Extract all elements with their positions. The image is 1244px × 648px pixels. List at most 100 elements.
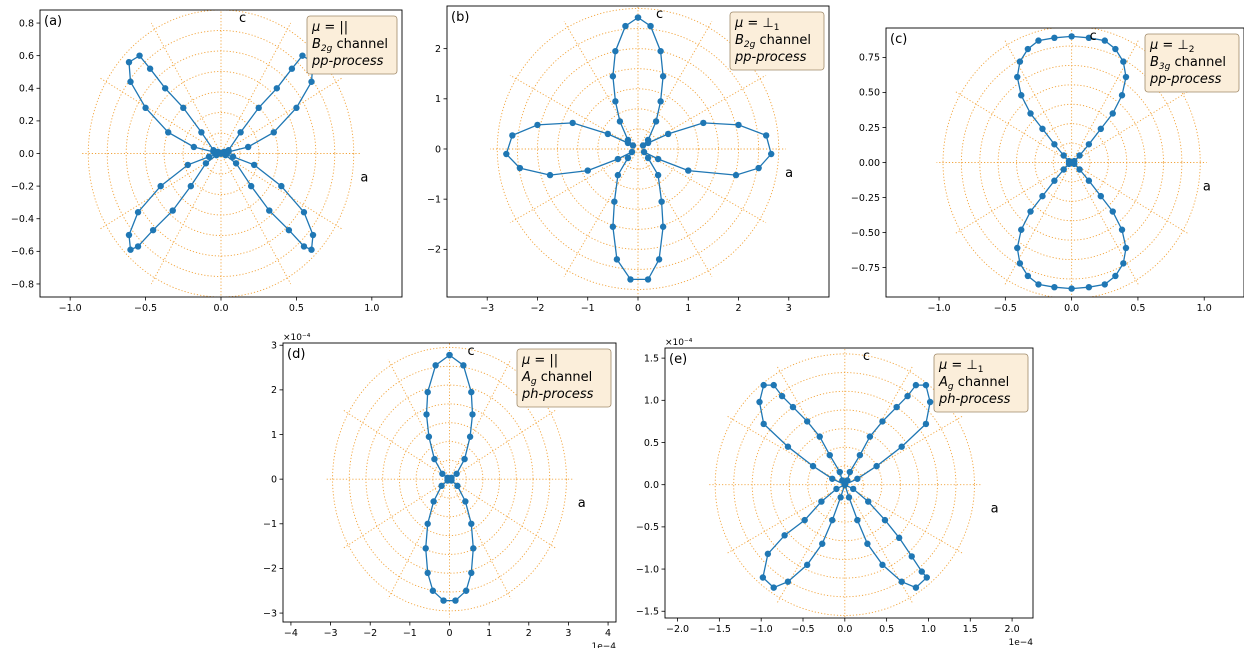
x-tick-label: 0.0 — [1064, 303, 1079, 314]
data-point — [136, 52, 143, 59]
y-multiplier: ×10⁻⁴ — [665, 338, 693, 348]
data-point — [816, 433, 823, 440]
data-point — [1101, 37, 1108, 44]
data-point — [127, 78, 134, 85]
grid-ring — [398, 422, 501, 537]
legend-line-2: Ag channel — [521, 370, 592, 387]
grid-ring — [144, 71, 298, 236]
data-point — [1085, 177, 1093, 184]
data-point — [654, 155, 662, 163]
legend-box — [729, 11, 825, 71]
data-point — [856, 451, 864, 459]
y-tick-label: −1 — [427, 194, 441, 205]
data-point — [829, 516, 836, 524]
data-point — [1101, 281, 1108, 288]
data-point — [1085, 34, 1093, 42]
data-point — [879, 561, 886, 569]
data-point — [425, 433, 433, 440]
y-tick-label: 0.0 — [19, 149, 34, 160]
grid-spoke — [100, 153, 222, 230]
x-multiplier: 1e−4 — [1008, 638, 1033, 648]
data-point — [879, 418, 886, 425]
data-point — [190, 143, 198, 151]
series-line — [505, 16, 772, 281]
data-point — [654, 171, 662, 179]
data-point — [1120, 58, 1127, 65]
data-point — [1024, 272, 1032, 280]
data-point — [470, 545, 477, 552]
y-tick-label: 0.2 — [19, 116, 34, 127]
data-point — [609, 223, 617, 230]
grid-spoke — [954, 90, 1072, 163]
data-point — [912, 381, 920, 389]
panel-label: (a) — [44, 14, 62, 29]
data-point — [864, 540, 871, 547]
data-point — [614, 155, 622, 163]
data-point — [836, 468, 843, 476]
x-tick-label: −0.5 — [994, 303, 1017, 314]
data-point — [735, 121, 742, 129]
grid-spoke — [509, 74, 639, 150]
legend-line-3: ph-process — [521, 387, 594, 402]
data-point — [1016, 58, 1024, 65]
grid-spoke — [509, 148, 639, 224]
data-point — [784, 578, 792, 585]
legend-line-1: μ = ⊥1 — [734, 16, 780, 33]
series-line — [425, 354, 474, 602]
y-tick-label: 1.0 — [644, 396, 659, 407]
legend-box — [933, 353, 1029, 413]
data-point — [300, 243, 308, 250]
data-point — [639, 142, 647, 149]
data-point — [895, 534, 903, 542]
data-point — [781, 532, 788, 539]
data-point — [898, 578, 905, 585]
data-point — [1051, 283, 1058, 291]
legend-line-3: ph-process — [938, 392, 1011, 407]
y-tick-label: 3 — [271, 341, 277, 352]
data-point — [655, 256, 663, 263]
x-tick-label: −0.5 — [134, 303, 157, 314]
data-point — [898, 443, 905, 450]
x-tick-label: 1.0 — [1197, 303, 1212, 314]
data-point — [468, 388, 475, 396]
grid-ring — [1034, 123, 1109, 202]
data-point — [309, 231, 317, 239]
x-tick-label: 0.5 — [289, 303, 304, 314]
data-point — [659, 73, 667, 80]
y-tick-label: 0.0 — [644, 480, 659, 491]
data-point — [424, 388, 431, 396]
data-point — [801, 516, 808, 524]
grid-spoke — [637, 74, 767, 150]
y-tick-label: 0.6 — [19, 51, 34, 62]
data-point — [700, 119, 707, 127]
data-point — [1014, 73, 1021, 81]
series-line — [758, 384, 931, 589]
grid-ring — [201, 132, 241, 175]
data-point — [922, 420, 930, 428]
data-point — [1085, 283, 1093, 291]
grid-ring — [496, 8, 780, 290]
y-tick-label: −0.5 — [636, 522, 659, 533]
data-point — [1097, 192, 1105, 200]
data-point — [161, 85, 169, 92]
data-point — [503, 150, 510, 158]
data-point — [210, 148, 217, 156]
data-point — [1068, 33, 1075, 40]
x-tick-label: 0.0 — [837, 624, 852, 635]
data-point — [423, 411, 430, 418]
data-point — [237, 129, 244, 136]
data-point — [149, 226, 157, 234]
data-point — [516, 164, 524, 172]
data-point — [611, 198, 618, 205]
data-point — [1118, 226, 1126, 233]
data-point — [142, 104, 149, 112]
data-point — [205, 153, 213, 160]
grid-spoke — [726, 484, 846, 554]
data-point — [1109, 208, 1116, 215]
data-point — [308, 78, 315, 85]
data-point — [534, 121, 541, 129]
x-tick-label: 0.0 — [213, 303, 228, 314]
